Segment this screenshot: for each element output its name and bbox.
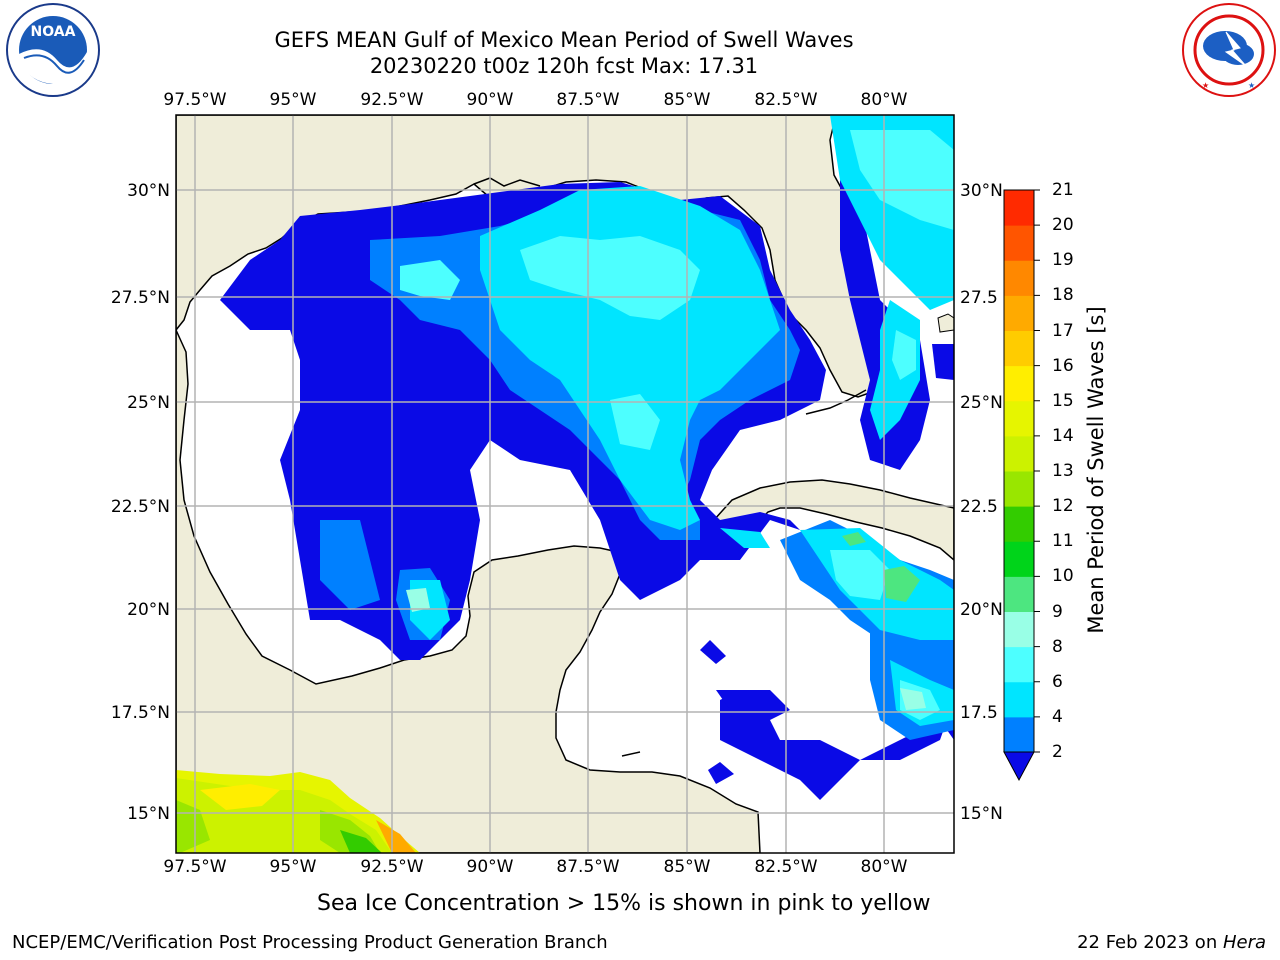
colorbar-band (1004, 611, 1034, 648)
colorbar-tick-label: 12 (1052, 496, 1074, 517)
colorbar-band (1004, 365, 1034, 402)
lon-label: 80°W (860, 857, 908, 877)
lon-label: 80°W (860, 90, 908, 110)
footer-credit: NCEP/EMC/Verification Post Processing Pr… (12, 932, 608, 953)
colorbar-tick-label: 11 (1052, 531, 1074, 552)
svg-text:★: ★ (1248, 81, 1255, 90)
field-10-11s (842, 532, 920, 602)
gridlines (176, 115, 954, 853)
noaa-logo-text: NOAA (31, 24, 76, 40)
colorbar-tick-label: 20 (1052, 215, 1074, 236)
colorbar-bands (1003, 189, 1035, 782)
lat-label: 25°N (127, 393, 170, 413)
lat-label: 30°N (960, 181, 1003, 201)
map-frame (175, 114, 955, 854)
colorbar-tick-label: 18 (1052, 285, 1074, 306)
colorbar-band (1004, 435, 1034, 472)
noaa-logo: NOAA (2, 2, 104, 98)
colorbar-tick-label: 8 (1052, 636, 1063, 657)
colorbar-title: Mean Period of Swell Waves [s] (1084, 306, 1108, 634)
colorbar-tick-label: 15 (1052, 390, 1074, 411)
lat-label: 20°N (960, 600, 1003, 620)
chart-subtitle: 20230220 t00z 120h fcst Max: 17.31 (369, 54, 759, 78)
lon-label: 97.5°W (163, 857, 227, 877)
lon-label: 82.5°W (754, 90, 818, 110)
lon-label: 95°W (269, 857, 317, 877)
colorbar-band (1004, 716, 1034, 753)
lat-label: 25°N (960, 393, 1003, 413)
lon-label: 90°W (466, 857, 514, 877)
chart-title: GEFS MEAN Gulf of Mexico Mean Period of … (274, 28, 854, 52)
lon-label: 92.5°W (360, 857, 424, 877)
svg-text:★: ★ (1202, 81, 1209, 90)
colorbar-tick-label: 21 (1052, 180, 1074, 200)
lon-label: 82.5°W (754, 857, 818, 877)
field-9-10s (406, 588, 926, 710)
colorbar-band (1004, 471, 1034, 507)
colorbar-band (1004, 295, 1034, 331)
lat-label: 27.5 (960, 288, 998, 308)
lat-label: 30°N (127, 181, 170, 201)
land-bahamas (937, 313, 954, 333)
colorbar-band (1004, 576, 1034, 612)
colorbar-tick-label: 10 (1052, 566, 1074, 587)
field-pacific (176, 770, 420, 853)
colorbar-tick-label: 2 (1052, 742, 1063, 762)
colorbar-band (1004, 681, 1034, 718)
colorbar-tick-label: 6 (1052, 671, 1063, 692)
coastline-detail (473, 177, 867, 757)
lon-label: 95°W (269, 90, 317, 110)
colorbar-tick-label: 19 (1052, 250, 1074, 271)
lon-label: 92.5°W (360, 90, 424, 110)
colorbar-tick-label: 14 (1052, 425, 1074, 446)
lat-label: 17.5 (960, 703, 998, 723)
colorbar-tick-label: 17 (1052, 320, 1074, 341)
colorbar-band (1004, 400, 1034, 437)
colorbar-band (1004, 190, 1034, 226)
colorbar-tick-label: 13 (1052, 461, 1074, 481)
footer-date: 22 Feb 2023 on Hera (1077, 932, 1266, 954)
colorbar-tick-label: 9 (1052, 601, 1063, 622)
colorbar-band (1004, 225, 1034, 261)
colorbar-band (1004, 646, 1034, 683)
lon-label: 87.5°W (556, 857, 620, 877)
lon-label: 90°W (466, 90, 514, 110)
colorbar-band (1004, 541, 1034, 577)
lat-label: 27.5°N (110, 288, 170, 308)
footer-date-text: 22 Feb 2023 on (1077, 932, 1223, 953)
lat-label: 20°N (127, 600, 170, 620)
lon-label: 87.5°W (556, 90, 620, 110)
colorbar (1003, 189, 1040, 782)
colorbar-ticks (1034, 189, 1040, 753)
lat-label: 22.5°N (110, 497, 170, 517)
colorbar-band (1004, 506, 1034, 542)
colorbar-tick-label: 16 (1052, 355, 1074, 376)
footer-host: Hera (1222, 932, 1266, 953)
colorbar-band (1004, 260, 1034, 296)
lat-label: 17.5°N (110, 703, 170, 723)
colorbar-band (1004, 330, 1034, 367)
lon-label: 85°W (663, 90, 711, 110)
land-mexico (176, 329, 761, 853)
lat-label: 15°N (127, 804, 170, 824)
lat-label: 22.5 (960, 497, 998, 517)
lon-label: 85°W (663, 857, 711, 877)
lat-label: 15°N (960, 804, 1003, 824)
lon-label: 97.5°W (163, 90, 227, 110)
sea-ice-note: Sea Ice Concentration > 15% is shown in … (317, 891, 931, 916)
colorbar-tick-label: 4 (1052, 706, 1063, 727)
nws-logo: ★ ★ (1180, 2, 1278, 98)
colorbar-extend-triangle (1003, 751, 1035, 782)
